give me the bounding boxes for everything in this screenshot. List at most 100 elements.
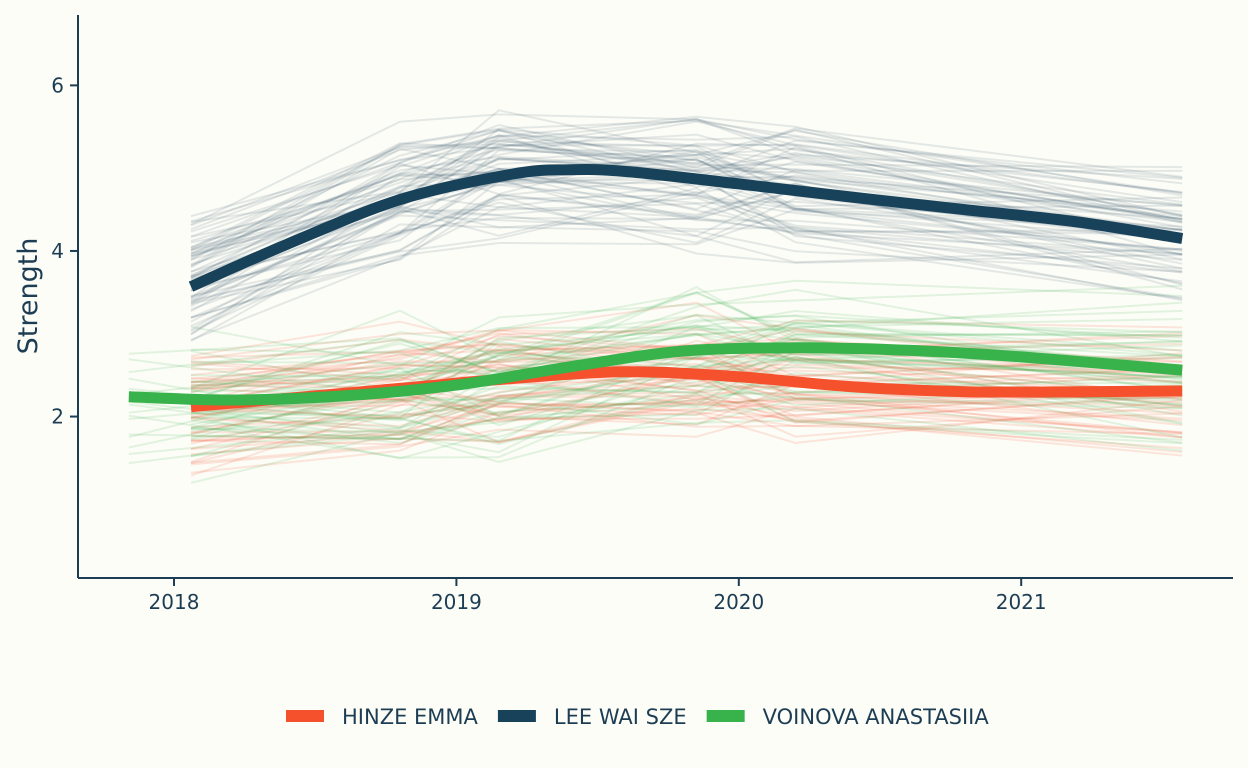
trace-lee	[190, 197, 1183, 319]
trace-hinze	[190, 394, 1183, 464]
trace-voinova	[190, 332, 1183, 390]
x-tick-label: 2018	[149, 590, 200, 614]
trace-voinova	[190, 314, 1183, 400]
trace-hinze	[190, 328, 1183, 376]
y-tick-label: 4	[51, 239, 64, 263]
trace-voinova	[190, 314, 1183, 407]
trace-voinova	[128, 370, 1183, 465]
trace-hinze	[190, 319, 1183, 387]
trace-hinze	[190, 328, 1183, 390]
trace-hinze	[190, 389, 1183, 443]
trace-lee	[190, 128, 1183, 260]
trace-lee	[190, 146, 1183, 227]
trace-voinova	[190, 394, 1183, 444]
trace-lee	[190, 123, 1183, 238]
trace-lee	[190, 134, 1183, 267]
trace-hinze	[190, 401, 1183, 441]
trace-lee	[190, 120, 1183, 254]
trace-lee	[190, 117, 1183, 218]
trace-lee	[190, 118, 1183, 277]
x-tick-label: 2020	[713, 590, 764, 614]
trace-hinze	[190, 377, 1183, 450]
trace-voinova	[128, 288, 1183, 374]
trace-voinova	[128, 309, 1183, 376]
trace-voinova	[190, 301, 1183, 365]
trace-voinova	[128, 355, 1183, 439]
trace-lee	[190, 109, 1183, 238]
trace-hinze	[190, 372, 1183, 442]
legend-label-hinze-emma: HINZE EMMA	[342, 705, 479, 729]
trace-voinova	[128, 374, 1183, 459]
trace-hinze	[190, 332, 1183, 404]
trace-voinova	[190, 407, 1183, 484]
trace-voinova	[190, 332, 1183, 393]
trace-lee	[190, 202, 1183, 323]
trace-lee	[190, 178, 1183, 319]
legend: HINZE EMMA LEE WAI SZE VOINOVA ANASTASIIA	[286, 705, 989, 729]
trace-hinze	[190, 369, 1183, 428]
trace-lee	[190, 153, 1183, 233]
trace-lee	[190, 134, 1183, 223]
trace-lee	[190, 139, 1183, 231]
trace-lee	[190, 143, 1183, 252]
trace-lee	[190, 184, 1183, 282]
trace-lee	[190, 187, 1183, 300]
trace-lee	[190, 205, 1183, 308]
trace-lee	[190, 216, 1183, 280]
legend-label-lee-wai-sze: LEE WAI SZE	[554, 705, 687, 729]
trace-voinova	[190, 292, 1183, 378]
trace-lee	[190, 210, 1183, 335]
trace-hinze	[190, 391, 1183, 450]
trace-hinze	[190, 334, 1183, 406]
trace-hinze	[190, 314, 1183, 391]
trace-lee	[190, 129, 1183, 280]
trace-hinze	[190, 378, 1183, 420]
legend-label-voinova-anastasiia: VOINOVA ANASTASIIA	[763, 705, 990, 729]
trace-voinova	[128, 322, 1183, 439]
trace-lee	[190, 193, 1183, 328]
x-ticks: 2018 2019 2020 2021	[149, 578, 1047, 614]
y-tick-label: 2	[51, 405, 64, 429]
trace-lee	[190, 214, 1183, 299]
trace-hinze	[190, 358, 1183, 418]
trace-lee	[190, 149, 1183, 311]
trace-voinova	[190, 284, 1183, 367]
trace-hinze	[190, 407, 1183, 465]
y-tick-label: 6	[51, 73, 64, 97]
trace-hinze	[190, 400, 1183, 450]
trace-voinova	[128, 357, 1183, 429]
trace-hinze	[190, 375, 1183, 434]
axes	[77, 15, 1233, 579]
trace-voinova	[190, 359, 1183, 444]
series-line-voinova-anastasiia	[128, 342, 1183, 406]
trace-voinova	[190, 398, 1183, 430]
trace-lee	[190, 173, 1183, 298]
y-ticks: 2 4 6	[51, 73, 78, 429]
trace-lee	[190, 119, 1183, 261]
trace-lee	[190, 190, 1183, 302]
trace-hinze	[190, 344, 1183, 417]
trace-lee	[190, 148, 1183, 252]
trace-voinova	[190, 279, 1183, 389]
trace-voinova	[190, 352, 1183, 430]
trace-lee	[190, 172, 1183, 257]
trace-hinze	[190, 363, 1183, 402]
trace-hinze	[190, 367, 1183, 424]
x-tick-label: 2019	[431, 590, 482, 614]
trace-lee	[190, 113, 1183, 226]
trace-lee	[190, 175, 1183, 333]
trace-voinova	[190, 318, 1183, 387]
trace-lee	[190, 180, 1183, 301]
trace-hinze	[190, 343, 1183, 384]
trace-voinova	[128, 371, 1183, 435]
trace-lee	[190, 168, 1183, 289]
trace-hinze	[190, 338, 1183, 385]
trace-lee	[190, 128, 1183, 267]
y-axis-title: Strength	[13, 238, 44, 355]
series-lines	[128, 164, 1184, 413]
trace-hinze	[190, 403, 1183, 435]
trace-hinze	[190, 397, 1183, 445]
trace-hinze	[190, 392, 1183, 463]
trace-lee	[190, 129, 1183, 256]
